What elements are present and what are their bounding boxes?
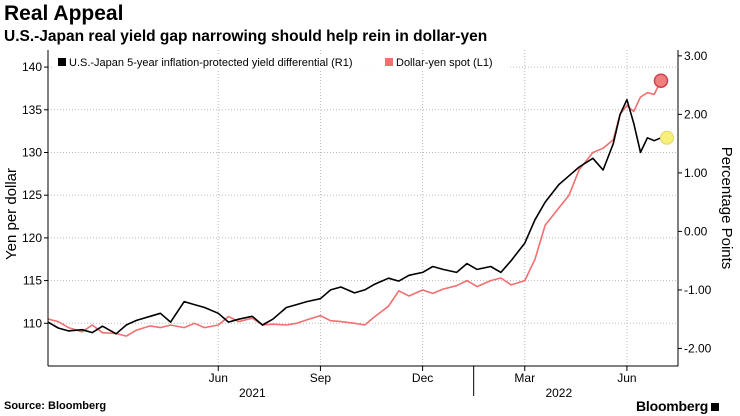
tick-label-x: Jun <box>209 371 228 385</box>
series-line-yield-differential <box>47 98 662 335</box>
chart-title: Real Appeal <box>4 2 124 25</box>
legend-swatch-yield-differential <box>58 58 66 66</box>
brand-text: Bloomberg <box>636 398 709 414</box>
series-line-dollar-yen <box>47 80 662 337</box>
year-label: 2022 <box>545 386 572 400</box>
tick-label-right: -2.00 <box>684 341 712 355</box>
y-axis-left-label: Yen per dollar <box>3 168 20 260</box>
y-axis-right-label: Percentage Points <box>718 147 735 270</box>
tick-label-x: Sep <box>310 371 332 385</box>
tick-label-right: -1.00 <box>684 283 712 297</box>
legend: U.S.-Japan 5-year inflation-protected yi… <box>54 55 508 70</box>
source-note: Source: Bloomberg <box>4 400 107 412</box>
logo-square-icon <box>711 403 720 411</box>
end-marker-dollar-yen <box>653 73 669 88</box>
tick-label-x: Mar <box>514 371 535 385</box>
bloomberg-logo: Bloomberg <box>636 398 720 414</box>
end-marker-yield-differential <box>659 130 674 145</box>
chart-subtitle: U.S.-Japan real yield gap narrowing shou… <box>4 28 488 45</box>
legend-label-dollar-yen: Dollar-yen spot (L1) <box>396 57 493 69</box>
legend-label-yield-differential: U.S.-Japan 5-year inflation-protected yi… <box>69 57 353 69</box>
tick-label-left: 115 <box>23 274 42 288</box>
legend-bg <box>54 55 508 70</box>
year-label: 2021 <box>239 386 266 400</box>
tick-label-left: 110 <box>23 316 42 330</box>
tick-label-x: Dec <box>412 371 433 385</box>
axes: 110 115 120 125 130 135 140 -2.00 -1.00 0.00 1.00 2… <box>22 49 712 400</box>
legend-swatch-dollar-yen <box>385 58 393 66</box>
tick-label-x: Jun <box>617 371 636 385</box>
series-layer <box>47 73 674 337</box>
tick-label-left: 140 <box>22 60 42 74</box>
tick-label-right: 0.00 <box>684 224 708 238</box>
tick-label-right: 1.00 <box>684 166 708 180</box>
tick-label-right: 3.00 <box>684 49 708 63</box>
tick-label-left: 120 <box>22 231 42 245</box>
tick-label-left: 125 <box>22 188 42 202</box>
tick-label-right: 2.00 <box>684 107 708 121</box>
tick-label-left: 135 <box>22 103 42 117</box>
tick-label-left: 130 <box>22 145 42 159</box>
